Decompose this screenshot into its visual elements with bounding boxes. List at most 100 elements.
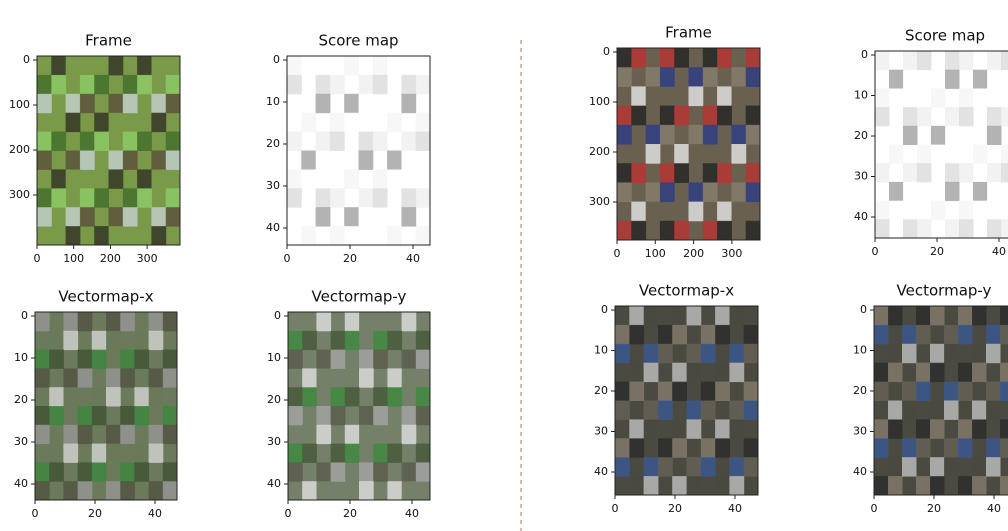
image-cell <box>703 221 718 241</box>
image-cell <box>373 169 388 188</box>
y-tick-label: 10 <box>14 351 28 364</box>
image-cell <box>49 444 64 463</box>
image-cell <box>703 67 718 87</box>
image-cell <box>945 107 960 126</box>
image-cell <box>51 169 66 188</box>
image-cell <box>888 363 903 382</box>
image-cell <box>631 221 646 241</box>
x-tick-label: 100 <box>645 247 666 260</box>
y-tick-label: 0 <box>273 53 280 66</box>
image-cell <box>316 425 331 444</box>
image-cell <box>63 368 78 387</box>
x-tick-label: 0 <box>871 502 878 515</box>
panel-title: Vectormap-y <box>312 288 407 306</box>
image-cell <box>903 51 918 70</box>
image-cell <box>80 94 95 113</box>
image-cell <box>287 56 302 75</box>
y-tick-label: 40 <box>594 465 608 478</box>
image-cell <box>617 67 632 87</box>
image-cell <box>163 312 178 331</box>
image-cell <box>903 163 918 182</box>
image-cell <box>151 56 166 75</box>
image-cell <box>944 325 959 344</box>
image-cell <box>359 368 374 387</box>
image-cell <box>330 169 345 188</box>
image-cell <box>109 169 124 188</box>
image-cell <box>660 182 675 202</box>
image-cell <box>66 94 81 113</box>
image-cell <box>287 132 302 151</box>
image-cell <box>94 169 109 188</box>
image-cell <box>746 125 761 145</box>
image-cell <box>617 106 632 126</box>
image-cell <box>109 113 124 132</box>
image-cell <box>359 425 374 444</box>
image-cell <box>617 182 632 202</box>
image-cell <box>137 169 152 188</box>
image-cell <box>163 462 178 481</box>
image-cell <box>330 56 345 75</box>
image-cell <box>875 107 890 126</box>
image-cell <box>316 151 331 170</box>
y-tick-label: 30 <box>266 179 280 192</box>
image-cell <box>120 350 135 369</box>
image-cell <box>51 132 66 151</box>
image-cell <box>731 144 746 164</box>
image-cell <box>302 481 317 500</box>
image-cell <box>78 425 93 444</box>
image-cell <box>687 476 702 495</box>
image-cell <box>987 163 1002 182</box>
x-tick-label: 40 <box>148 507 162 520</box>
image-cell <box>35 462 50 481</box>
image-cell <box>888 457 903 476</box>
image-cell <box>134 331 149 350</box>
image-cell <box>715 382 730 401</box>
image-cell <box>387 331 402 350</box>
image-cell <box>387 56 402 75</box>
image-cell <box>166 188 181 207</box>
image-cell <box>973 126 988 145</box>
image-cell <box>1000 306 1008 325</box>
image-cell <box>373 444 388 463</box>
image-cell <box>92 387 107 406</box>
y-tick-label: 0 <box>21 309 28 322</box>
image-cell <box>746 163 761 183</box>
y-tick-label: 40 <box>853 465 867 478</box>
y-tick-label: 300 <box>9 188 30 201</box>
image-cell <box>51 113 66 132</box>
image-cell <box>301 226 316 245</box>
y-tick-label: 40 <box>266 221 280 234</box>
image-cell <box>92 406 107 425</box>
image-cell <box>1000 438 1008 457</box>
image-cell <box>687 306 702 325</box>
image-cell <box>715 419 730 438</box>
image-cell <box>134 406 149 425</box>
image-cell <box>917 163 932 182</box>
image-cell <box>301 151 316 170</box>
image-cell <box>344 56 359 75</box>
image-cell <box>945 219 960 238</box>
image-cell <box>401 75 416 94</box>
image-cell <box>120 425 135 444</box>
image-cell <box>78 406 93 425</box>
image-cell <box>416 75 431 94</box>
image-cell <box>930 476 945 495</box>
image-cell <box>931 145 946 164</box>
image-cell <box>37 151 52 170</box>
image-cell <box>944 457 959 476</box>
image-cell <box>37 207 52 226</box>
y-tick-label: 0 <box>861 48 868 61</box>
image-cell <box>66 151 81 170</box>
image-cell <box>416 462 431 481</box>
image-cell <box>629 419 644 438</box>
image-cell <box>629 306 644 325</box>
y-tick-label: 100 <box>589 95 610 108</box>
image-cell <box>959 51 974 70</box>
image-cell <box>120 406 135 425</box>
image-cell <box>874 382 889 401</box>
image-cell <box>316 406 331 425</box>
image-cell <box>373 75 388 94</box>
image-cell <box>644 457 659 476</box>
image-cell <box>986 344 1001 363</box>
image-cell <box>930 344 945 363</box>
